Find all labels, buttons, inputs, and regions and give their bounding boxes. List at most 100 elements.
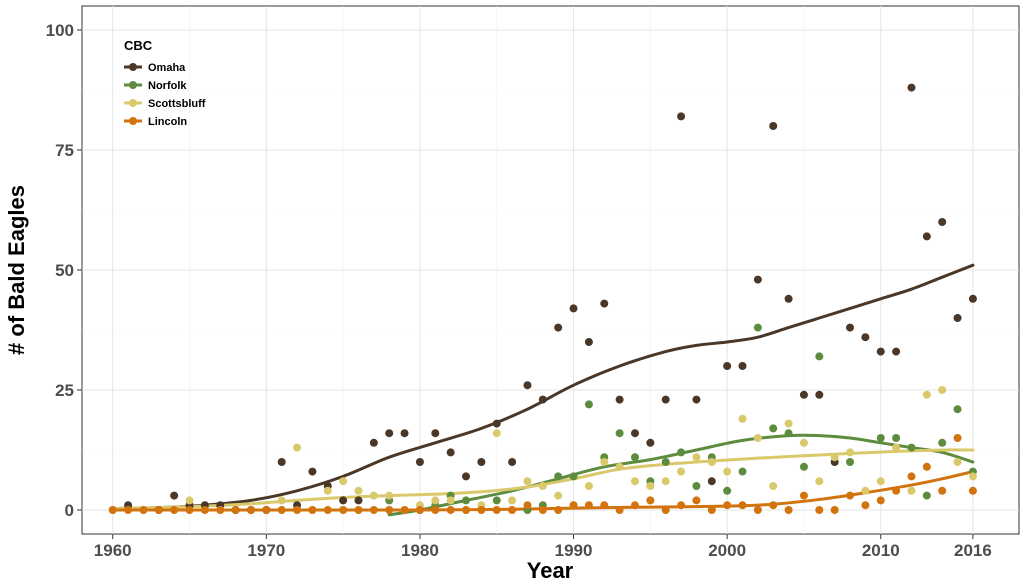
point-lincoln <box>139 506 148 514</box>
point-omaha <box>308 467 317 476</box>
point-lincoln <box>462 506 471 514</box>
point-omaha <box>415 458 424 466</box>
point-lincoln <box>630 501 639 510</box>
point-omaha <box>753 275 762 284</box>
point-lincoln <box>523 501 532 510</box>
point-norfolk <box>630 453 639 462</box>
point-lincoln <box>861 501 870 510</box>
point-omaha <box>508 458 517 466</box>
x-axis-title: Year <box>527 558 574 583</box>
point-lincoln <box>154 506 163 514</box>
point-scottsbluff <box>876 477 885 486</box>
point-omaha <box>477 458 486 466</box>
point-scottsbluff <box>968 472 977 481</box>
legend-key-point-scottsbluff <box>129 99 137 107</box>
x-tick-label: 2010 <box>862 541 900 560</box>
point-omaha <box>170 491 179 500</box>
point-lincoln <box>907 472 916 481</box>
point-lincoln <box>369 506 378 514</box>
point-lincoln <box>538 506 547 514</box>
point-lincoln <box>815 506 824 514</box>
point-scottsbluff <box>584 482 593 490</box>
point-omaha <box>769 122 778 130</box>
point-scottsbluff <box>508 496 517 505</box>
point-omaha <box>938 218 947 226</box>
point-scottsbluff <box>615 462 624 471</box>
legend-label-scottsbluff: Scottsbluff <box>148 98 206 110</box>
point-scottsbluff <box>677 467 686 476</box>
point-scottsbluff <box>323 486 332 495</box>
point-omaha <box>707 477 716 486</box>
point-omaha <box>277 458 286 466</box>
point-omaha <box>385 429 394 438</box>
point-omaha <box>661 395 670 404</box>
legend-title: CBC <box>124 38 153 53</box>
point-lincoln <box>246 506 255 514</box>
point-norfolk <box>462 496 471 505</box>
point-lincoln <box>415 506 424 514</box>
point-lincoln <box>431 506 440 514</box>
point-lincoln <box>846 491 855 500</box>
x-tick-label: 1960 <box>94 541 132 560</box>
point-norfolk <box>661 458 670 466</box>
point-omaha <box>400 429 409 438</box>
point-omaha <box>968 294 977 303</box>
point-omaha <box>339 496 348 505</box>
point-omaha <box>861 333 870 342</box>
point-lincoln <box>953 434 962 442</box>
legend-key-point-omaha <box>129 63 137 71</box>
point-norfolk <box>815 352 824 361</box>
point-norfolk <box>953 405 962 414</box>
trend-line-scottsbluff <box>111 448 975 511</box>
point-scottsbluff <box>738 414 747 423</box>
y-tick-label: 100 <box>46 21 74 40</box>
point-lincoln <box>968 486 977 495</box>
point-lincoln <box>922 462 931 471</box>
point-norfolk <box>907 443 916 452</box>
point-omaha <box>600 299 609 308</box>
point-lincoln <box>938 486 947 495</box>
point-scottsbluff <box>554 491 563 500</box>
point-norfolk <box>784 429 793 438</box>
point-scottsbluff <box>646 482 655 490</box>
point-omaha <box>723 362 732 370</box>
point-lincoln <box>600 501 609 510</box>
point-scottsbluff <box>277 496 286 505</box>
point-omaha <box>584 338 593 346</box>
point-omaha <box>907 83 916 92</box>
point-norfolk <box>692 482 701 490</box>
point-lincoln <box>784 506 793 514</box>
point-norfolk <box>938 438 947 447</box>
point-scottsbluff <box>707 458 716 466</box>
point-lincoln <box>769 501 778 510</box>
legend-label-omaha: Omaha <box>148 62 186 74</box>
point-scottsbluff <box>815 477 824 486</box>
point-omaha <box>784 294 793 303</box>
point-omaha <box>569 304 578 313</box>
point-scottsbluff <box>293 443 302 452</box>
point-lincoln <box>231 506 240 514</box>
point-norfolk <box>876 434 885 442</box>
point-norfolk <box>554 472 563 481</box>
point-lincoln <box>738 501 747 510</box>
point-omaha <box>523 381 532 390</box>
point-lincoln <box>323 506 332 514</box>
y-tick-label: 25 <box>55 381 74 400</box>
legend-label-lincoln: Lincoln <box>148 116 187 128</box>
point-lincoln <box>830 506 839 514</box>
point-scottsbluff <box>446 496 455 505</box>
point-norfolk <box>584 400 593 409</box>
point-lincoln <box>446 506 455 514</box>
point-omaha <box>630 429 639 438</box>
trend-line-omaha <box>111 263 975 511</box>
point-lincoln <box>354 506 363 514</box>
point-scottsbluff <box>661 477 670 486</box>
point-lincoln <box>892 486 901 495</box>
point-scottsbluff <box>784 419 793 428</box>
point-scottsbluff <box>769 482 778 490</box>
point-lincoln <box>216 506 225 514</box>
point-scottsbluff <box>861 486 870 495</box>
point-scottsbluff <box>431 496 440 505</box>
point-lincoln <box>262 506 271 514</box>
point-omaha <box>815 390 824 399</box>
